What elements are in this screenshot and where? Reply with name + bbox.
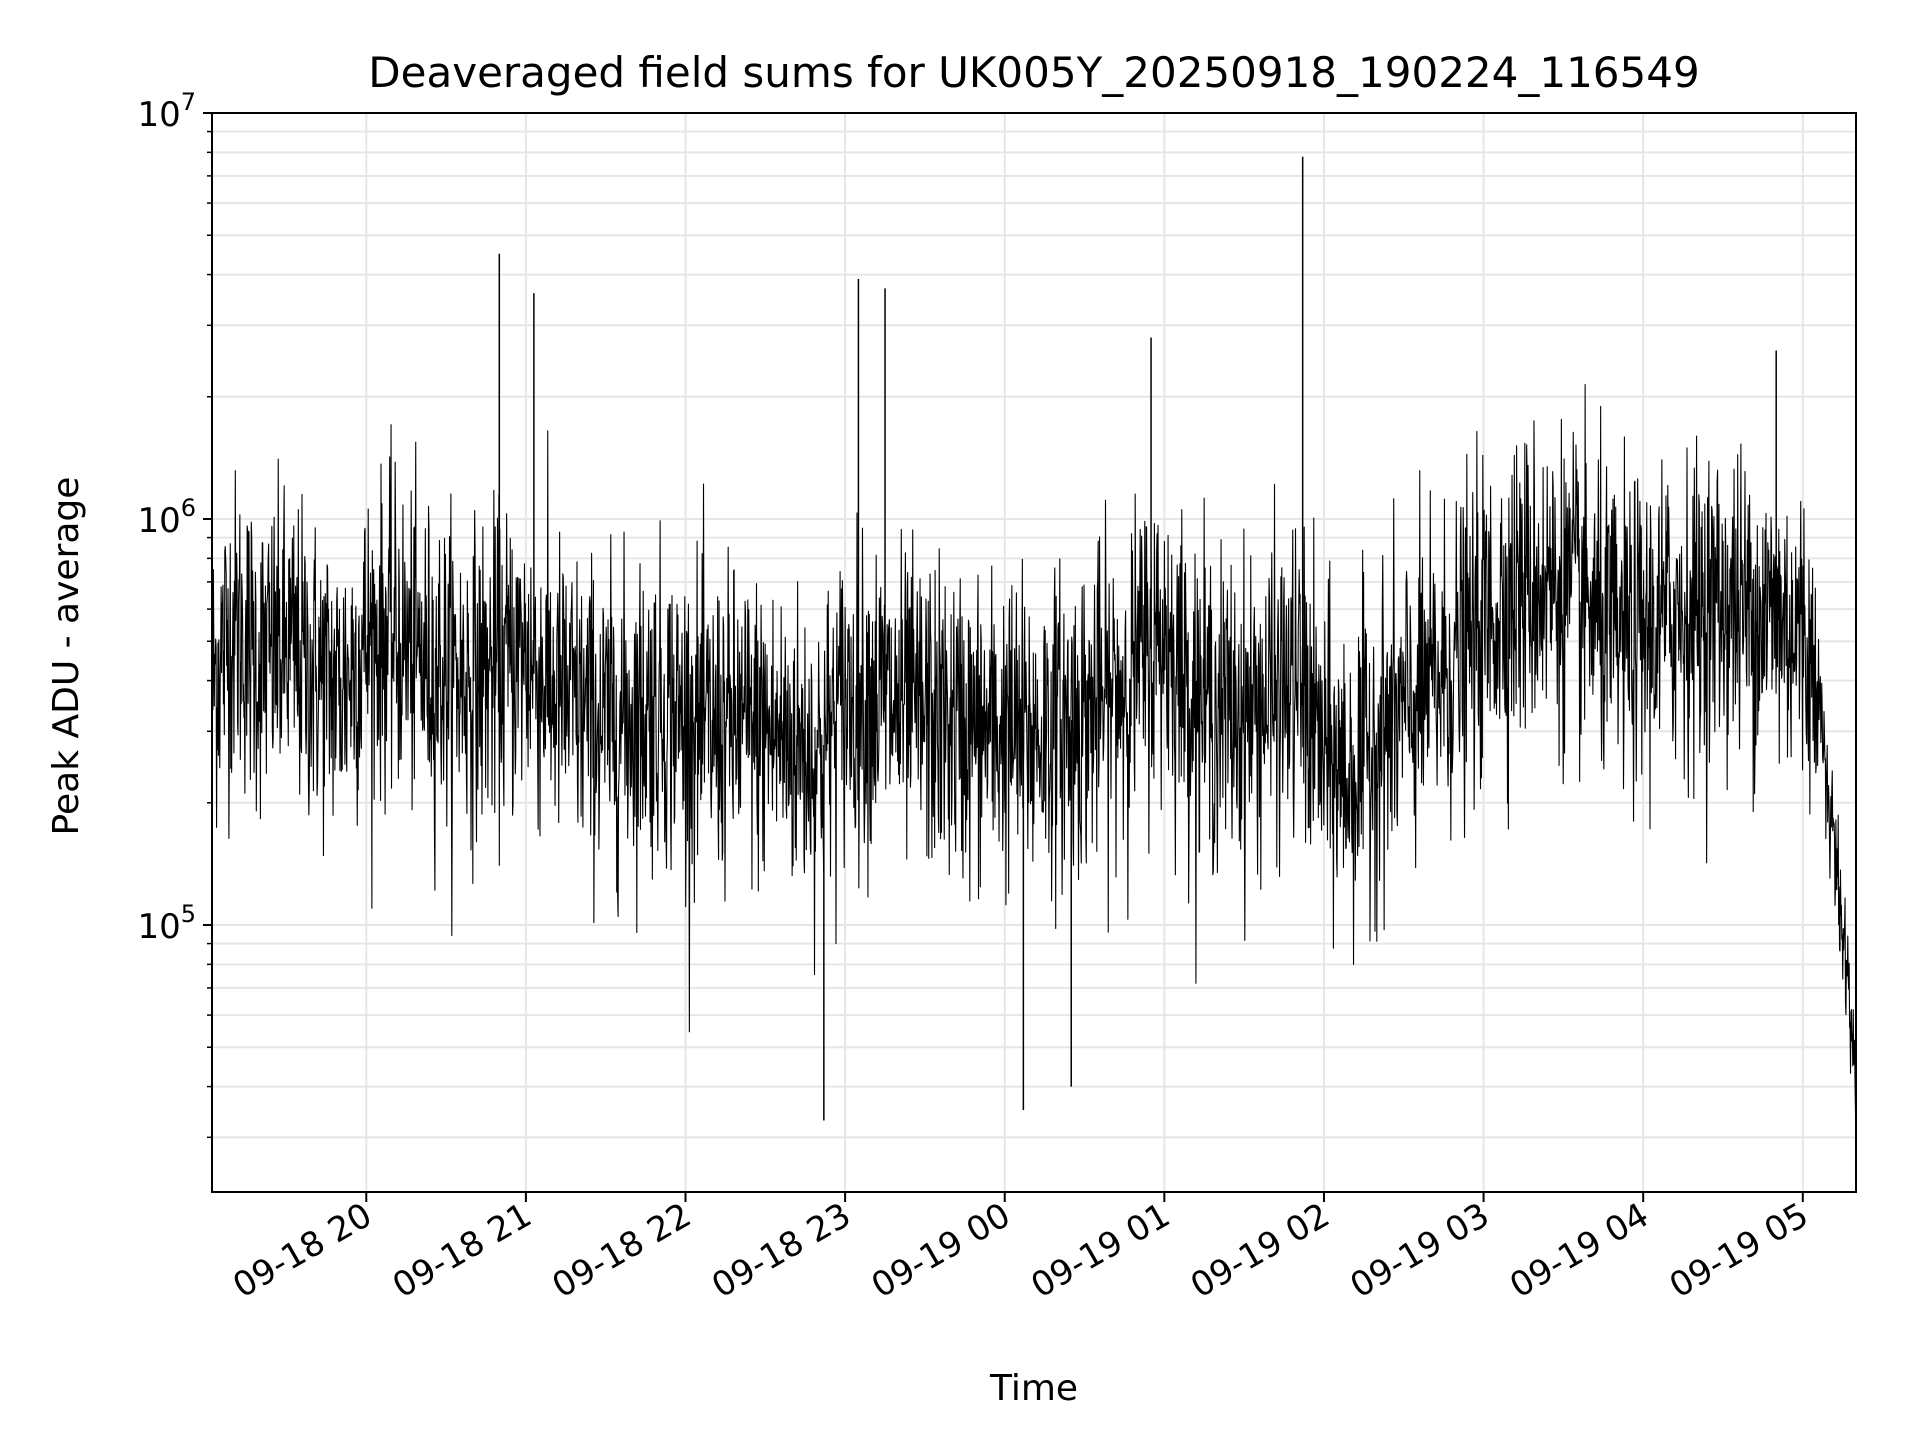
- y-axis: 105 106 107: [137, 88, 212, 1139]
- plot-frame: [211, 112, 1857, 1193]
- series-line: [211, 384, 1857, 1116]
- y-tick-label: 106: [137, 494, 196, 541]
- chart-title: Deaveraged field sums for UK005Y_2025091…: [368, 48, 1699, 97]
- y-tick-label: 107: [137, 88, 196, 135]
- series-layer: [211, 156, 1857, 1121]
- y-axis-label: Peak ADU - average: [46, 477, 87, 836]
- x-axis-label: Time: [989, 1368, 1078, 1409]
- y-tick-label: 105: [137, 900, 196, 947]
